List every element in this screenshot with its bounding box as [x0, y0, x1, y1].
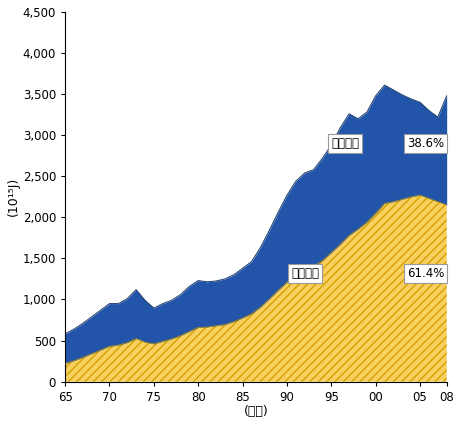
Text: 61.4%: 61.4%	[407, 267, 444, 280]
Text: 貨物部門: 貨物部門	[331, 137, 359, 150]
Text: 38.6%: 38.6%	[407, 137, 444, 150]
Text: 旅客部門: 旅客部門	[291, 267, 319, 280]
Y-axis label: (10¹⁵J): (10¹⁵J)	[7, 177, 20, 216]
X-axis label: (年度): (年度)	[243, 405, 268, 418]
